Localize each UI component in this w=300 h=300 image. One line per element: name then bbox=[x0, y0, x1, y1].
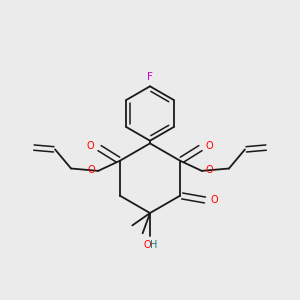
Text: H: H bbox=[150, 240, 158, 250]
Text: O: O bbox=[206, 141, 213, 151]
Text: O: O bbox=[211, 195, 218, 205]
Text: O: O bbox=[143, 240, 151, 250]
Text: O: O bbox=[87, 141, 94, 151]
Text: O: O bbox=[205, 165, 213, 175]
Text: O: O bbox=[87, 165, 95, 175]
Text: F: F bbox=[147, 72, 153, 82]
